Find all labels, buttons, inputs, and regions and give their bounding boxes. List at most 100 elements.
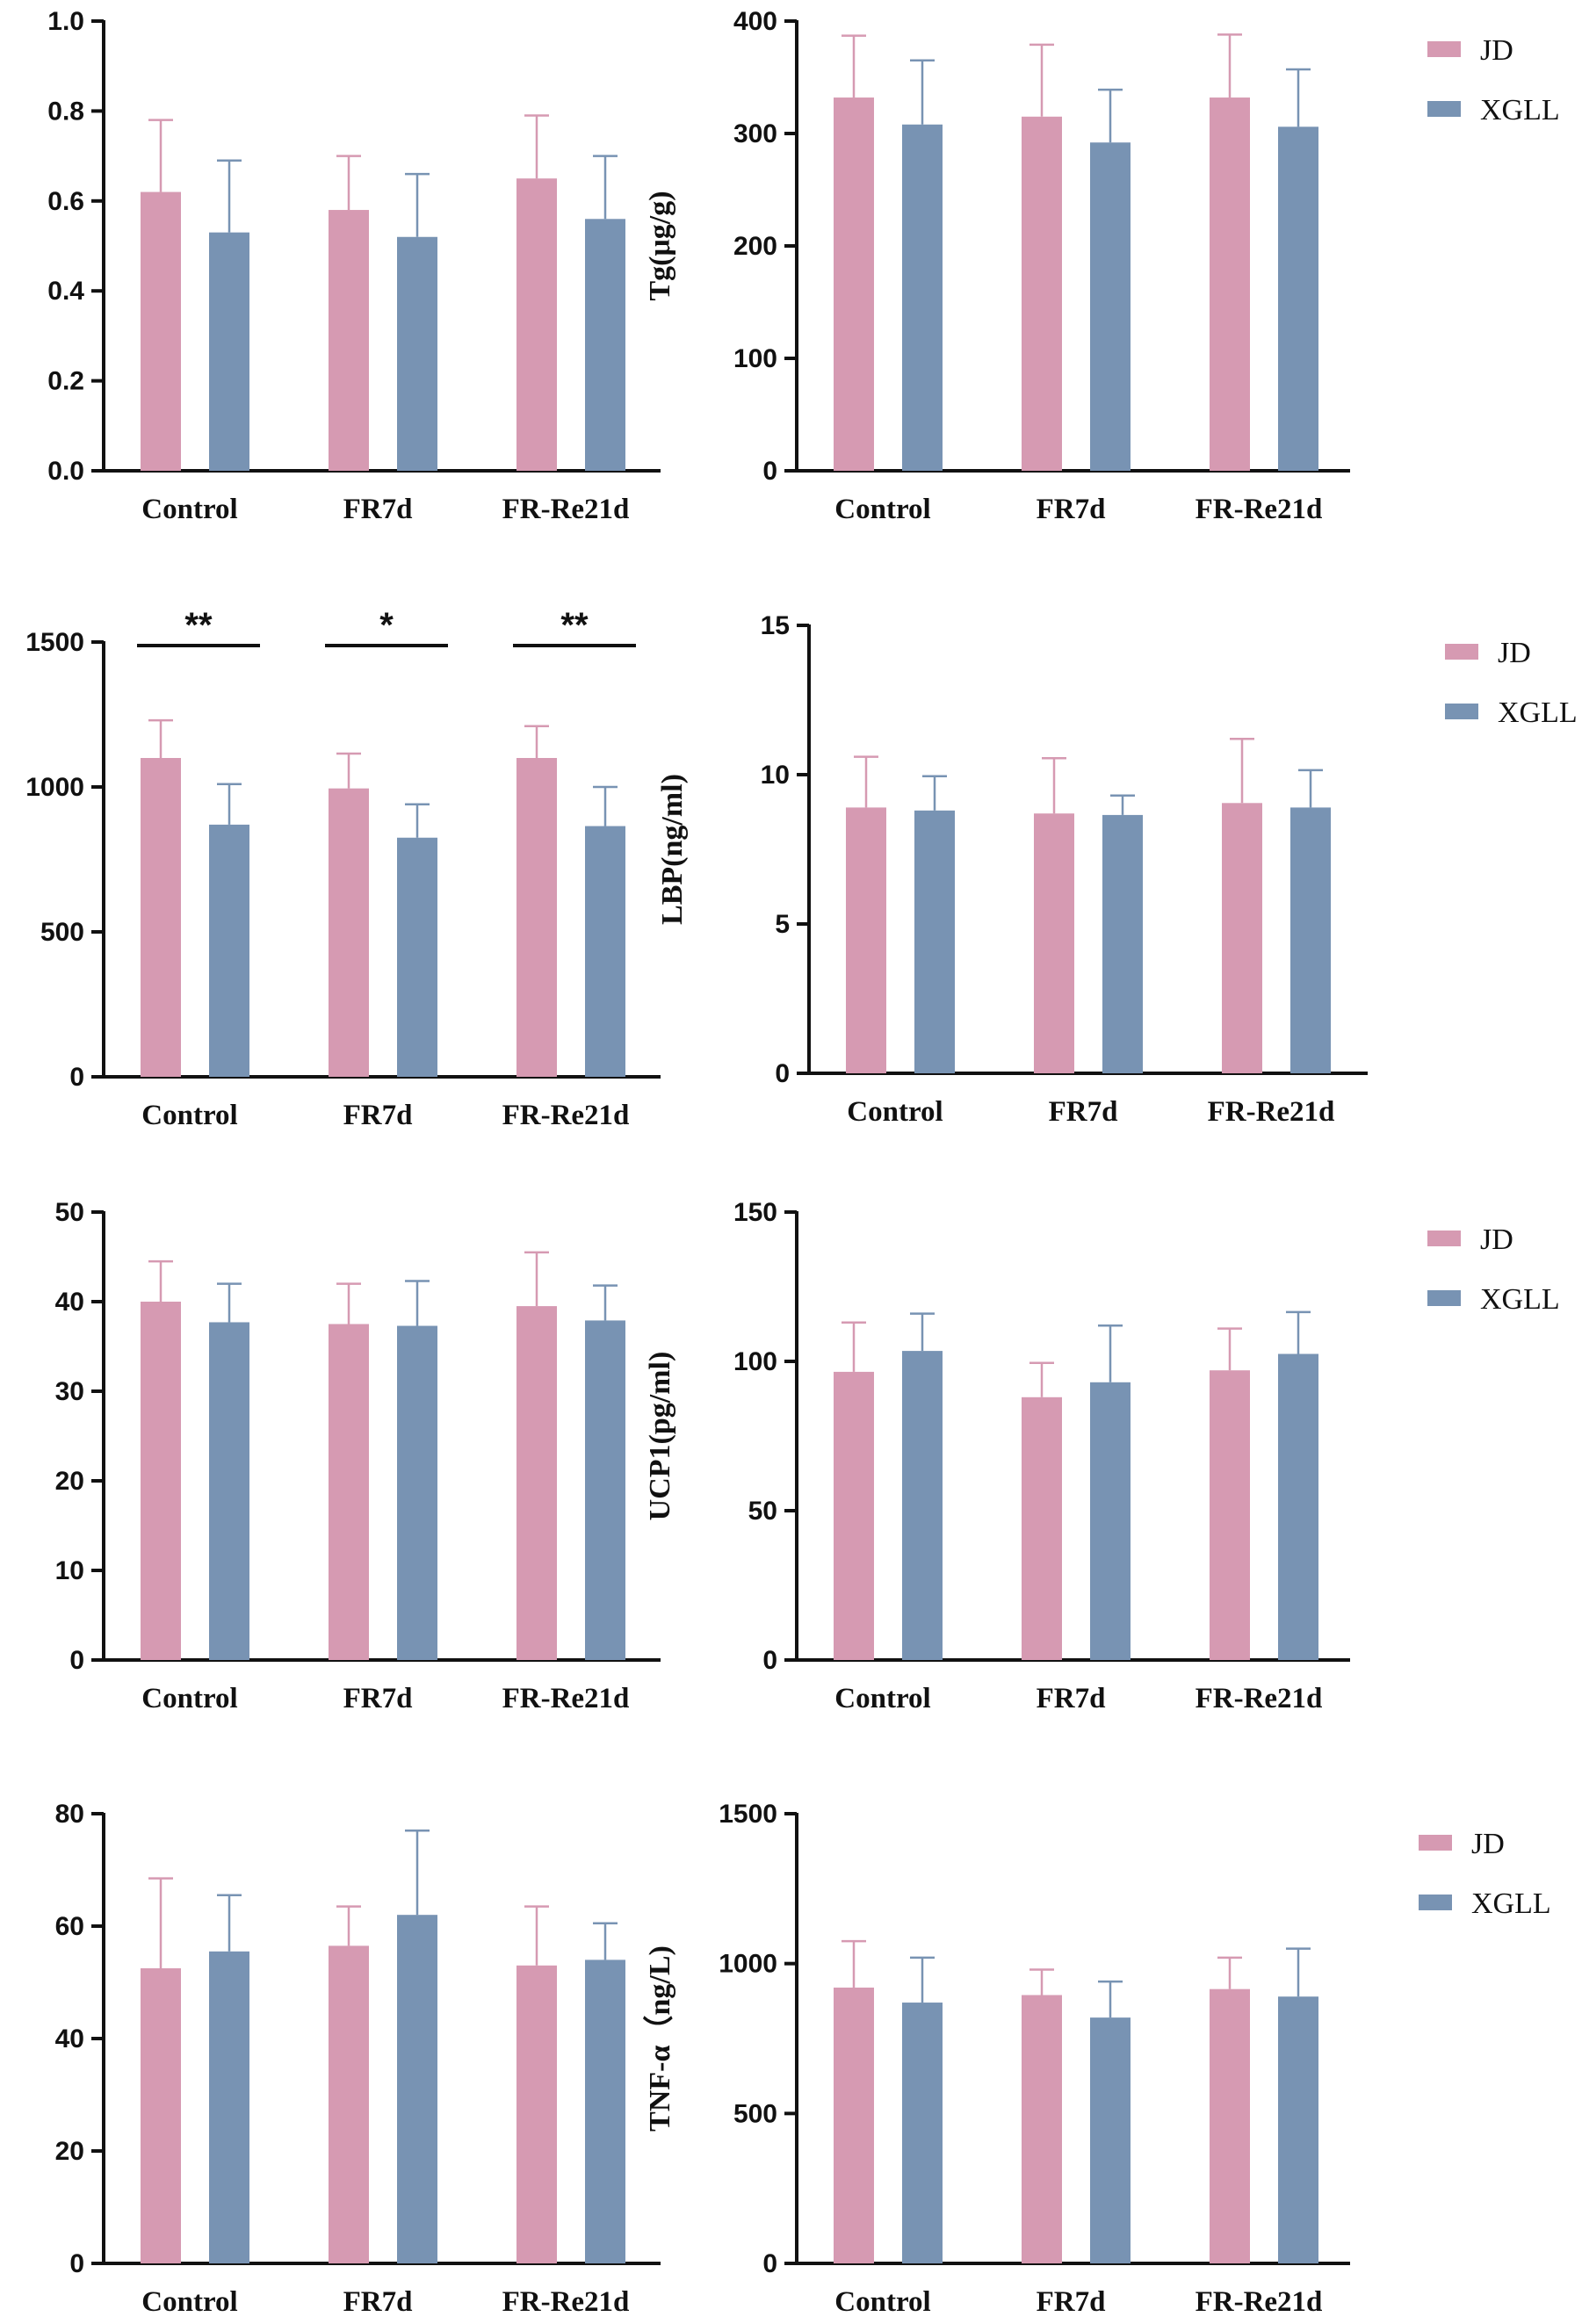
y-tick-label: 60 (55, 1912, 84, 1941)
x-tick-label: FR-Re21d (1196, 494, 1323, 525)
bar-jd-fr7d (329, 1324, 369, 1660)
chart-tg: 0 100 200 300 400 Tg(μg/g) Control FR7d FR-Re21d (644, 7, 1350, 525)
x-tick-label: Control (141, 1100, 237, 1131)
bar-jd-control (834, 1371, 874, 1660)
x-tick-label: FR7d (1049, 1096, 1118, 1128)
y-tick-label: 200 (733, 232, 777, 261)
y-tick-label: 0 (775, 1059, 790, 1088)
bar-xgll-fr7d (397, 1325, 437, 1660)
x-tick-label: FR-Re21d (1196, 1683, 1323, 1714)
y-tick-label: 10 (761, 761, 790, 790)
bar-jd-control (834, 1987, 874, 2263)
bar-xgll-control (902, 1351, 943, 1660)
y-tick-label: 0 (762, 2249, 777, 2278)
bar-jd-control (834, 97, 874, 471)
chart-leptin: 050010001500Leptin(pg/ml)ControlFR7dFR-R… (25, 606, 1577, 1131)
y-axis-title: UCP1(pg/ml) (644, 1352, 676, 1521)
y-tick-label: 0.8 (47, 97, 84, 126)
y-tick-label: 0.0 (47, 457, 84, 486)
y-tick-label: 1500 (719, 1800, 777, 1829)
bar-xgll-fr-re21d (585, 826, 625, 1077)
legend-label-xgll: XGLL (1480, 1283, 1560, 1316)
x-tick-label: Control (834, 494, 930, 525)
significance-marker: ** (184, 606, 213, 645)
x-tick-label: FR-Re21d (1208, 1096, 1335, 1128)
x-tick-label: FR-Re21d (502, 1100, 630, 1131)
x-tick-label: FR7d (1037, 2286, 1106, 2318)
bar-xgll-control (914, 810, 955, 1073)
bar-xgll-fr-re21d (1278, 126, 1318, 471)
legend-label-xgll: XGLL (1480, 94, 1560, 126)
chart-lbp: 0 5 10 15 LBP(ng/ml) Control FR7d FR-Re21d (656, 611, 1368, 1128)
bar-jd-fr-re21d (1210, 1370, 1250, 1660)
legend-label-jd: JD (1498, 637, 1531, 669)
legend-label-jd: JD (1480, 1223, 1513, 1256)
y-tick-label: 30 (55, 1377, 84, 1406)
significance-marker: ** (560, 606, 589, 645)
bar-jd-fr-re21d (1222, 803, 1262, 1073)
y-tick-label: 5 (775, 910, 790, 939)
bar-jd-control (141, 1968, 181, 2263)
bar-jd-fr-re21d (516, 178, 557, 471)
y-tick-label: 500 (40, 918, 84, 947)
x-tick-label: FR-Re21d (502, 1683, 630, 1714)
chart-scfas: 01020304050SCFAs(μmol/L)ControlFR7dFR-Re… (55, 1198, 1560, 1714)
x-tick-label: FR7d (343, 1683, 413, 1714)
significance-marker: * (379, 606, 394, 645)
y-tick-label: 0 (69, 1646, 84, 1675)
bar-xgll-fr7d (1090, 1382, 1131, 1660)
bar-jd-control (141, 191, 181, 471)
bar-jd-fr7d (1022, 116, 1062, 472)
y-tick-label: 0 (69, 2249, 84, 2278)
bar-jd-fr-re21d (516, 1965, 557, 2263)
bar-xgll-fr-re21d (585, 219, 625, 471)
legend-swatch-xgll (1427, 101, 1461, 117)
bar-xgll-fr-re21d (585, 1320, 625, 1660)
y-tick-label: 100 (733, 1347, 777, 1376)
legend-label-jd: JD (1480, 34, 1513, 67)
bar-jd-fr-re21d (516, 758, 557, 1077)
bar-jd-control (141, 1302, 181, 1660)
chart-glu: 0.00.20.40.60.81.0Glu(mg/ml)ControlFR7dF… (47, 7, 1560, 525)
legend-label-jd: JD (1471, 1828, 1505, 1860)
x-tick-label: FR7d (343, 494, 413, 525)
legend-swatch-jd (1427, 41, 1461, 57)
y-tick-label: 300 (733, 119, 777, 148)
bar-jd-fr7d (329, 788, 369, 1077)
bar-xgll-fr7d (1090, 2017, 1131, 2263)
y-tick-label: 0.2 (47, 367, 84, 396)
x-tick-label: Control (141, 1683, 237, 1714)
x-tick-label: FR7d (343, 1100, 413, 1131)
y-tick-label: 0.6 (47, 187, 84, 216)
x-tick-label: FR-Re21d (1196, 2286, 1323, 2318)
bar-jd-fr-re21d (1210, 1988, 1250, 2263)
y-tick-label: 0 (762, 1646, 777, 1675)
y-tick-label: 15 (761, 611, 790, 640)
y-tick-label: 1.0 (47, 7, 84, 36)
y-tick-label: 1000 (25, 773, 84, 802)
y-tick-label: 1500 (25, 628, 84, 657)
y-tick-label: 40 (55, 1288, 84, 1317)
bar-xgll-fr7d (397, 837, 437, 1077)
y-tick-label: 150 (733, 1198, 777, 1227)
bar-xgll-fr7d (397, 1915, 437, 2263)
chart-faif: 020406080FAIF(ng/L)ControlFR7dFR-Re21dJD… (55, 1800, 1551, 2318)
legend-swatch-xgll (1427, 1290, 1461, 1306)
bar-xgll-control (209, 232, 249, 471)
bar-xgll-fr-re21d (585, 1960, 625, 2263)
bar-xgll-control (902, 2003, 943, 2263)
legend-label-xgll: XGLL (1471, 1887, 1551, 1920)
legend-swatch-jd (1445, 644, 1478, 660)
x-tick-label: FR7d (1037, 494, 1106, 525)
y-tick-label: 50 (55, 1198, 84, 1227)
y-tick-label: 400 (733, 7, 777, 36)
y-tick-label: 20 (55, 2137, 84, 2166)
bar-jd-fr7d (1034, 813, 1074, 1073)
y-tick-label: 80 (55, 1800, 84, 1829)
y-tick-label: 0.4 (47, 277, 84, 306)
y-tick-label: 20 (55, 1467, 84, 1496)
y-tick-label: 1000 (719, 1950, 777, 1979)
bar-xgll-fr7d (1090, 142, 1131, 472)
legend-swatch-xgll (1445, 704, 1478, 719)
